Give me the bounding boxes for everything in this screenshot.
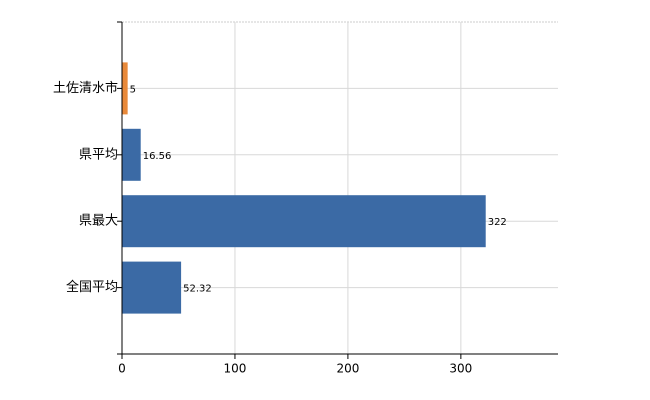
data-label: 5 [130,84,136,95]
y-tick-label: 県最大 [79,214,118,229]
bar [122,128,141,181]
data-label: 322 [488,217,507,228]
bar [122,62,128,115]
bar [122,261,182,314]
y-tick-label: 県平均 [79,147,118,162]
data-label: 16.56 [143,151,172,162]
data-label: 52.32 [183,284,212,295]
x-tick-label: 0 [118,362,126,376]
bar [122,195,486,248]
y-tick-label: 土佐清水市 [53,80,118,96]
x-tick-label: 200 [336,362,359,376]
y-tick-label: 全国平均 [66,279,118,295]
x-tick-label: 100 [224,362,247,376]
x-tick-label: 300 [449,362,472,376]
